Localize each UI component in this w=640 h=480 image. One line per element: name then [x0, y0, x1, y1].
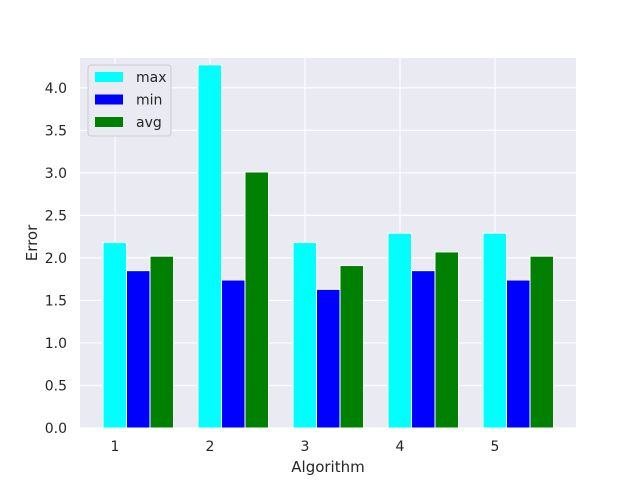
y-tick-label: 2.5: [45, 208, 67, 224]
legend-swatch-max: [95, 72, 123, 82]
bar-avg-4: [434, 251, 459, 429]
bar-min-1: [126, 270, 151, 429]
x-tick-label: 4: [396, 439, 405, 455]
y-tick-label: 0.5: [45, 378, 67, 394]
y-tick-label: 4.0: [45, 81, 67, 97]
bar-min-2: [221, 279, 246, 429]
bar-min-4: [411, 270, 436, 429]
y-tick-label: 2.0: [45, 251, 67, 267]
bar-avg-5: [529, 255, 554, 429]
y-tick-label: 1.0: [45, 336, 67, 352]
bar-avg-2: [244, 171, 269, 429]
bar-avg-1: [149, 255, 174, 429]
y-tick-label: 3.0: [45, 166, 67, 182]
legend: max min avg: [87, 64, 172, 137]
y-tick-label: 0.0: [45, 421, 67, 437]
bar-avg-3: [339, 265, 364, 429]
y-axis-label: Error: [23, 224, 41, 261]
x-axis-label: Algorithm: [291, 458, 364, 476]
legend-label-min: min: [136, 93, 162, 109]
x-tick-label: 3: [301, 439, 310, 455]
x-tick-label: 2: [206, 439, 215, 455]
bar-max-5: [482, 232, 507, 429]
y-tick-label: 1.5: [45, 293, 67, 309]
legend-swatch-avg: [95, 117, 123, 127]
bar-min-3: [316, 288, 341, 429]
bar-max-1: [102, 242, 127, 429]
bars: [102, 64, 554, 429]
y-tick-labels: 0.0 0.5 1.0 1.5 2.0 2.5 3.0 3.5 4.0: [45, 81, 67, 437]
legend-label-max: max: [136, 70, 167, 86]
x-tick-label: 5: [491, 439, 500, 455]
legend-label-avg: avg: [136, 115, 162, 131]
bar-min-5: [506, 279, 531, 429]
x-tick-labels: 1 2 3 4 5: [111, 439, 500, 455]
y-tick-label: 3.5: [45, 123, 67, 139]
bar-max-4: [387, 232, 412, 429]
bar-max-3: [292, 242, 317, 429]
x-tick-label: 1: [111, 439, 120, 455]
bar-max-2: [197, 64, 222, 429]
legend-swatch-min: [95, 94, 123, 105]
